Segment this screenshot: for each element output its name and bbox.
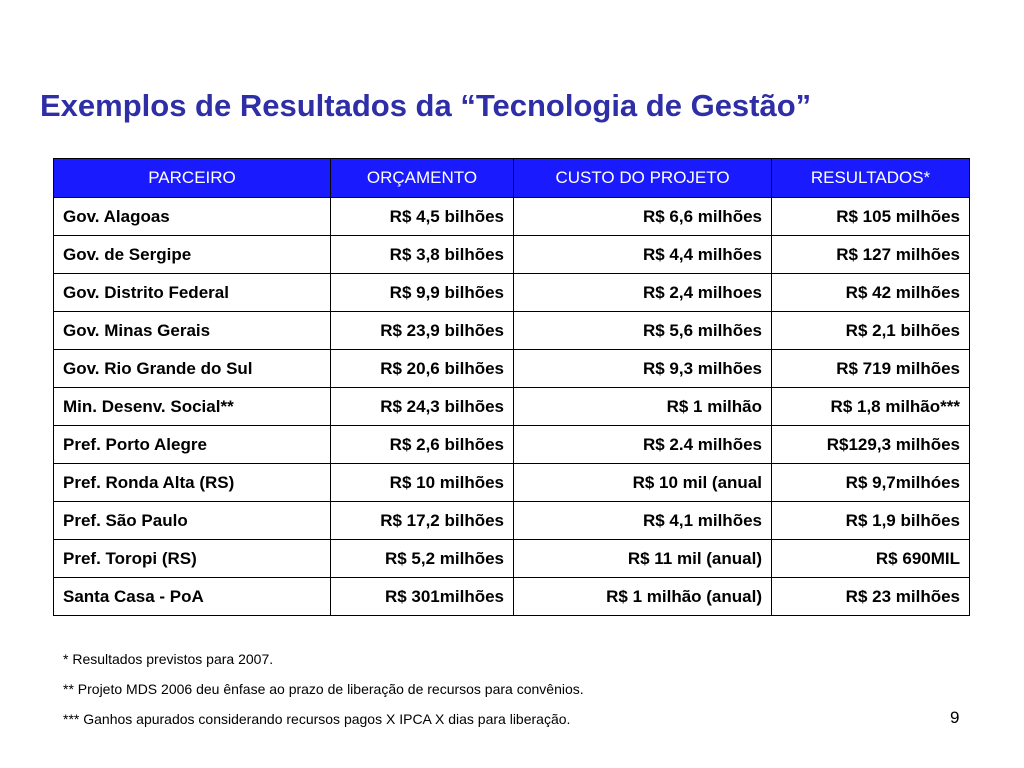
header-custo-do-projeto: CUSTO DO PROJETO (513, 158, 772, 198)
cell-resultados: R$ 2,1 bilhões (771, 311, 970, 350)
cell-custo-do-projeto: R$ 11 mil (anual) (513, 539, 772, 578)
cell-orcamento: R$ 3,8 bilhões (330, 235, 514, 274)
footnote: *** Ganhos apurados considerando recurso… (63, 711, 571, 727)
cell-resultados: R$ 127 milhões (771, 235, 970, 274)
table-row: Santa Casa - PoA R$ 301milhões R$ 1 milhão… (53, 577, 970, 616)
cell-orcamento: R$ 2,6 bilhões (330, 425, 514, 464)
cell-parceiro: Gov. Rio Grande do Sul (53, 349, 331, 388)
table-row: Gov. Alagoas R$ 4,5 bilhões R$ 6,6 milhões… (53, 197, 970, 236)
cell-orcamento: R$ 5,2 milhões (330, 539, 514, 578)
cell-orcamento: R$ 17,2 bilhões (330, 501, 514, 540)
results-table: PARCEIRO ORÇAMENTO CUSTO DO PROJETO RESU… (53, 158, 970, 616)
cell-custo-do-projeto: R$ 2,4 milhoes (513, 273, 772, 312)
cell-resultados: R$ 105 milhões (771, 197, 970, 236)
cell-custo-do-projeto: R$ 5,6 milhões (513, 311, 772, 350)
header-orcamento: ORÇAMENTO (330, 158, 514, 198)
cell-parceiro: Gov. Distrito Federal (53, 273, 331, 312)
table-row: Gov. de Sergipe R$ 3,8 bilhões R$ 4,4 milh… (53, 235, 970, 274)
cell-resultados: R$ 690MIL (771, 539, 970, 578)
cell-custo-do-projeto: R$ 4,4 milhões (513, 235, 772, 274)
cell-orcamento: R$ 4,5 bilhões (330, 197, 514, 236)
cell-resultados: R$ 9,7milhóes (771, 463, 970, 502)
footnotes: * Resultados previstos para 2007. ** Pro… (63, 650, 584, 740)
cell-orcamento: R$ 9,9 bilhões (330, 273, 514, 312)
cell-parceiro: Min. Desenv. Social** (53, 387, 331, 426)
cell-custo-do-projeto: R$ 4,1 milhões (513, 501, 772, 540)
cell-parceiro: Gov. Alagoas (53, 197, 331, 236)
table-row: Pref. Ronda Alta (RS) R$ 10 milhões R$ 10 … (53, 463, 970, 502)
cell-orcamento: R$ 20,6 bilhões (330, 349, 514, 388)
table-row: Pref. Porto Alegre R$ 2,6 bilhões R$ 2.4 m… (53, 425, 970, 464)
table-row: Gov. Minas Gerais R$ 23,9 bilhões R$ 5,6 m… (53, 311, 970, 350)
cell-custo-do-projeto: R$ 6,6 milhões (513, 197, 772, 236)
cell-resultados: R$ 1,8 milhão*** (771, 387, 970, 426)
footnote: ** Projeto MDS 2006 deu ênfase ao prazo … (63, 681, 584, 697)
slide-title: Exemplos de Resultados da “Tecnologia de… (40, 88, 812, 123)
cell-custo-do-projeto: R$ 10 mil (anual (513, 463, 772, 502)
cell-custo-do-projeto: R$ 1 milhão (513, 387, 772, 426)
cell-parceiro: Gov. de Sergipe (53, 235, 331, 274)
cell-parceiro: Pref. Toropi (RS) (53, 539, 331, 578)
cell-custo-do-projeto: R$ 1 milhão (anual) (513, 577, 772, 616)
table-body: Gov. Alagoas R$ 4,5 bilhões R$ 6,6 milhões… (53, 197, 970, 616)
table-row: Gov. Rio Grande do Sul R$ 20,6 bilhões R$ … (53, 349, 970, 388)
table-row: Pref. Toropi (RS) R$ 5,2 milhões R$ 11 mil… (53, 539, 970, 578)
cell-parceiro: Gov. Minas Gerais (53, 311, 331, 350)
table-row: Pref. São Paulo R$ 17,2 bilhões R$ 4,1 mil… (53, 501, 970, 540)
table-row: Min. Desenv. Social** R$ 24,3 bilhões R$ 1… (53, 387, 970, 426)
table-row: Gov. Distrito Federal R$ 9,9 bilhões R$ 2,… (53, 273, 970, 312)
footnote: * Resultados previstos para 2007. (63, 651, 274, 667)
cell-orcamento: R$ 23,9 bilhões (330, 311, 514, 350)
cell-custo-do-projeto: R$ 9,3 milhões (513, 349, 772, 388)
cell-parceiro: Pref. São Paulo (53, 501, 331, 540)
cell-parceiro: Pref. Ronda Alta (RS) (53, 463, 331, 502)
cell-parceiro: Pref. Porto Alegre (53, 425, 331, 464)
cell-orcamento: R$ 301milhões (330, 577, 514, 616)
cell-resultados: R$129,3 milhões (771, 425, 970, 464)
cell-resultados: R$ 23 milhões (771, 577, 970, 616)
cell-custo-do-projeto: R$ 2.4 milhões (513, 425, 772, 464)
cell-resultados: R$ 719 milhões (771, 349, 970, 388)
cell-orcamento: R$ 24,3 bilhões (330, 387, 514, 426)
table-header-row: PARCEIRO ORÇAMENTO CUSTO DO PROJETO RESU… (53, 158, 970, 198)
page-number: 9 (950, 708, 960, 727)
cell-orcamento: R$ 10 milhões (330, 463, 514, 502)
cell-resultados: R$ 42 milhões (771, 273, 970, 312)
header-parceiro: PARCEIRO (53, 158, 331, 198)
header-resultados: RESULTADOS* (771, 158, 970, 198)
cell-resultados: R$ 1,9 bilhões (771, 501, 970, 540)
cell-parceiro: Santa Casa - PoA (53, 577, 331, 616)
